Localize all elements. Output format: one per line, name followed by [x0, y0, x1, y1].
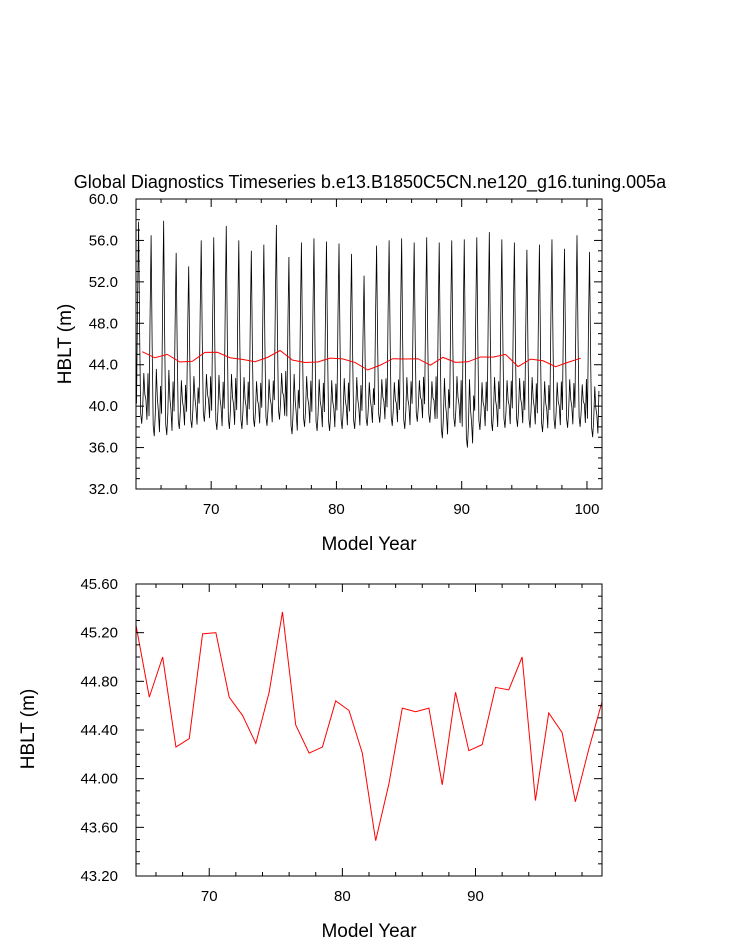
top-y-tick-label: 56.0 [89, 232, 118, 249]
top-plot-area [136, 220, 600, 448]
bottom-y-axis-label: HBLT (m) [18, 689, 39, 770]
bottom-x-axis-label: Model Year [321, 921, 417, 942]
chart-title: Global Diagnostics Timeseries b.e13.B185… [74, 172, 667, 193]
top-y-tick-label: 32.0 [89, 481, 118, 498]
bottom-y-tick-label: 44.80 [80, 673, 118, 690]
top-plot-frame [135, 198, 603, 490]
bottom-y-tick-label: 43.60 [80, 819, 118, 836]
top-y-ticks: 32.0 36.0 40.0 44.0 48.0 52.0 56.0 60.0 [89, 191, 602, 498]
top-y-tick-label: 48.0 [89, 315, 118, 332]
top-y-axis-label: HBLT (m) [55, 304, 76, 385]
top-y-tick-label: 60.0 [89, 191, 118, 208]
bottom-panel: 70 80 90 43.20 43.60 44.00 44.40 44.80 45.20 45.… [18, 576, 603, 942]
top-panel: 70 80 90 100 32.0 36.0 40.0 44.0 48.0 52.0 56.0 60… [55, 191, 603, 555]
top-x-tick-label: 100 [574, 501, 599, 518]
bottom-x-ticks: 70 80 90 [155, 584, 583, 905]
top-x-tick-label: 90 [453, 501, 470, 518]
top-y-tick-label: 52.0 [89, 274, 118, 291]
bottom-y-tick-label: 44.00 [80, 771, 118, 788]
top-y-tick-label: 36.0 [89, 440, 118, 457]
bottom-y-tick-label: 45.60 [80, 576, 118, 593]
top-y-tick-label: 44.0 [89, 357, 118, 374]
bottom-x-tick-label: 80 [334, 888, 351, 905]
top-x-axis-label: Model Year [321, 534, 417, 555]
monthly-series-line [136, 220, 600, 448]
bottom-plot-frame [135, 583, 603, 877]
bottom-y-tick-label: 44.40 [80, 722, 118, 739]
bottom-y-tick-label: 43.20 [80, 868, 118, 885]
top-x-tick-label: 80 [328, 501, 345, 518]
bottom-y-ticks: 43.20 43.60 44.00 44.40 44.80 45.20 45.60 [80, 576, 602, 885]
bottom-plot-area [135, 611, 603, 841]
top-y-tick-label: 40.0 [89, 398, 118, 415]
bottom-x-tick-label: 70 [201, 888, 218, 905]
annual-mean-line-bottom [135, 611, 603, 841]
bottom-y-tick-label: 45.20 [80, 625, 118, 642]
top-x-ticks: 70 80 90 100 [135, 199, 599, 518]
annual-mean-line-top [142, 349, 581, 371]
top-x-tick-label: 70 [203, 501, 220, 518]
bottom-x-tick-label: 90 [467, 888, 484, 905]
